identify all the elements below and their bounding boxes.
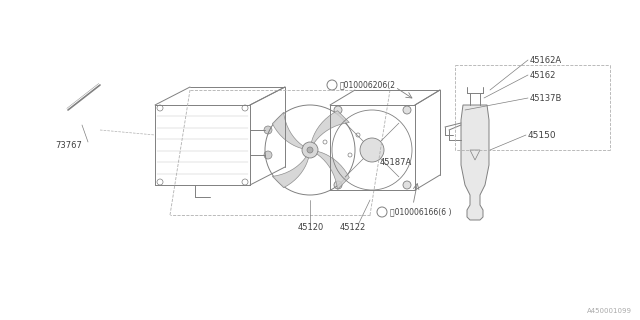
Polygon shape bbox=[272, 157, 308, 188]
Polygon shape bbox=[461, 105, 489, 220]
Circle shape bbox=[264, 126, 272, 134]
Text: Ⓑ010006166(6 ): Ⓑ010006166(6 ) bbox=[390, 207, 451, 217]
Polygon shape bbox=[317, 151, 349, 189]
Text: 45162: 45162 bbox=[530, 70, 556, 79]
Text: Ⓑ010006206(2: Ⓑ010006206(2 bbox=[340, 81, 396, 90]
Text: 73767: 73767 bbox=[55, 140, 82, 149]
Circle shape bbox=[334, 106, 342, 114]
Text: 45122: 45122 bbox=[340, 223, 366, 233]
Circle shape bbox=[302, 142, 318, 158]
Circle shape bbox=[334, 181, 342, 189]
Text: A450001099: A450001099 bbox=[587, 308, 632, 314]
Text: 45120: 45120 bbox=[298, 223, 324, 233]
Text: 45137B: 45137B bbox=[530, 93, 563, 102]
Circle shape bbox=[403, 181, 411, 189]
Text: 45150: 45150 bbox=[528, 131, 557, 140]
Text: 45187A: 45187A bbox=[380, 157, 412, 166]
Circle shape bbox=[264, 151, 272, 159]
Circle shape bbox=[307, 147, 313, 153]
Polygon shape bbox=[312, 111, 349, 143]
Circle shape bbox=[403, 106, 411, 114]
Circle shape bbox=[360, 138, 384, 162]
Text: 45162A: 45162A bbox=[530, 55, 562, 65]
Polygon shape bbox=[272, 112, 303, 148]
